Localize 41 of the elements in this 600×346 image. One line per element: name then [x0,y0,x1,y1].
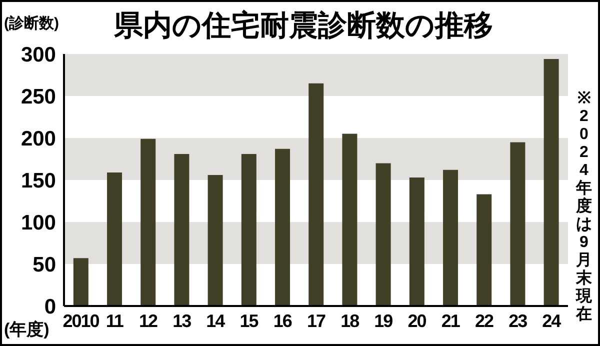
x-tick-label: 14 [206,310,226,331]
bar [342,134,358,306]
y-tick-label: 50 [32,253,56,276]
x-tick-label: 15 [240,310,259,331]
bar [107,172,122,306]
x-tick-label: 21 [441,310,460,331]
x-tick-label: 13 [172,310,192,331]
x-tick-label: 23 [508,310,528,331]
y-tick-label: 250 [20,85,56,108]
x-tick-label: 11 [106,310,124,331]
bar [174,154,190,306]
x-tick-label: 2010 [62,310,100,331]
x-tick-label: 24 [542,310,562,331]
bar [409,177,424,306]
x-tick-label: 17 [306,310,326,331]
bar [308,83,324,306]
y-tick-label: 200 [20,127,56,150]
x-tick-label: 18 [340,310,360,331]
x-tick-label: 12 [138,310,158,331]
x-tick-label: 20 [408,310,427,331]
y-tick-label: 300 [20,43,56,66]
bar [510,142,526,306]
x-axis-title: (年度) [4,319,50,341]
bar [544,59,559,306]
y-tick-label: 100 [20,211,56,234]
bar [376,163,391,306]
bar [443,170,458,306]
y-tick-label: 0 [44,295,56,318]
bar [275,148,290,306]
bar [241,154,256,306]
bar [73,258,88,306]
bar [208,174,223,306]
x-tick-label: 19 [374,310,394,331]
chart-title: 県内の住宅耐震診断数の推移 [114,8,493,44]
bar [140,138,156,306]
text: ※2024年度は9月末現在 [576,90,592,323]
x-tick-label: 16 [273,310,292,331]
bar [476,194,492,306]
y-tick-label: 150 [20,169,56,192]
x-tick-label: 22 [474,310,494,331]
y-axis-title: (診断数) [4,14,59,33]
